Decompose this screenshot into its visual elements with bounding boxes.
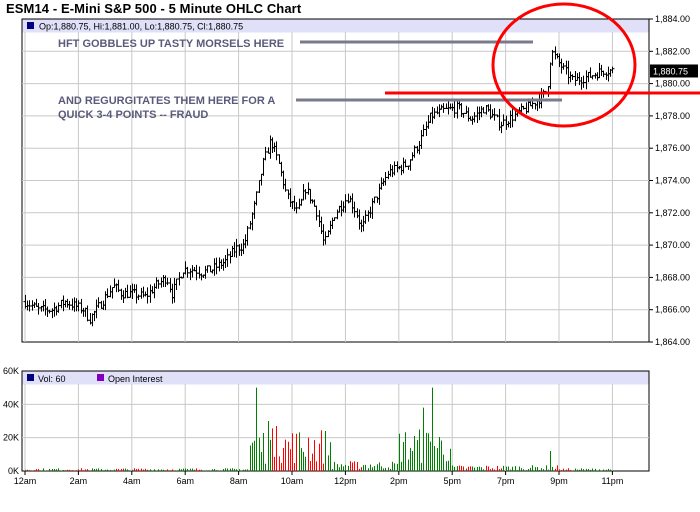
info-band — [22, 19, 649, 33]
x-tick-label: 4am — [123, 476, 141, 486]
last-price-marker: 1,880.75 — [650, 64, 698, 78]
price-grid — [22, 32, 649, 342]
x-axis: 12am 2am 4am 6am 8am 10am 12pm 2pm 5pm 7pm 9pm 11pm — [14, 471, 623, 486]
annotation-gobbles-text: HFT GOBBLES UP TASTY MORSELS HERE — [58, 38, 284, 50]
volume-y-axis: 0K 20K 40K 60K — [3, 366, 19, 476]
x-tick-label: 12am — [14, 476, 37, 486]
volume-legend-box — [27, 374, 34, 381]
info-line: Op:1,880.75, Hi:1,881.00, Lo:1,880.75, C… — [39, 22, 243, 32]
x-tick-label: 2pm — [390, 476, 408, 486]
volume-legend-label: Vol: 60 — [38, 374, 66, 384]
volume-tick-label: 40K — [3, 399, 19, 409]
open-interest-legend-box — [97, 374, 104, 381]
volume-legend-band — [22, 371, 649, 385]
red-circle — [491, 2, 637, 128]
last-price-label: 1,880.75 — [653, 66, 688, 76]
price-tick-label: 1,864.00 — [655, 337, 690, 347]
x-tick-label: 11pm — [601, 476, 623, 486]
annotation-regurgitates-line — [296, 98, 562, 102]
annotation-regurgitates-text: AND REGURGITATES THEM HERE FOR A — [58, 95, 275, 107]
annotation-hft: HFT GOBBLES UP TASTY MORSELS HERE — [58, 38, 533, 50]
volume-tick-label: 60K — [3, 366, 19, 376]
volume-panel — [21, 370, 650, 472]
price-tick-label: 1,878.00 — [655, 111, 690, 121]
chart-title: ESM14 - E-Mini S&P 500 - 5 Minute OHLC C… — [6, 1, 302, 16]
price-tick-label: 1,874.00 — [655, 176, 690, 186]
x-tick-label: 6am — [176, 476, 194, 486]
x-tick-label: 2am — [70, 476, 88, 486]
open-interest-legend-label: Open Interest — [108, 374, 163, 384]
x-tick-label: 8am — [230, 476, 248, 486]
info-marker — [27, 22, 34, 29]
x-tick-label: 9pm — [550, 476, 568, 486]
annotation-fraud-text: QUICK 3-4 POINTS -- FRAUD — [58, 109, 208, 121]
x-tick-label: 12pm — [334, 476, 357, 486]
volume-bars — [25, 387, 613, 471]
price-tick-label: 1,868.00 — [655, 272, 690, 282]
volume-tick-label: 0K — [8, 466, 19, 476]
annotation-gobbles-line — [300, 40, 533, 44]
volume-grid — [22, 384, 649, 471]
price-tick-label: 1,884.00 — [655, 14, 690, 24]
price-bars — [23, 46, 615, 327]
price-tick-label: 1,866.00 — [655, 305, 690, 315]
price-y-axis: 1,864.00 1,866.00 1,868.00 1,870.00 1,872.00… — [649, 14, 690, 347]
price-tick-label: 1,880.00 — [655, 79, 690, 89]
price-tick-label: 1,872.00 — [655, 208, 690, 218]
price-tick-label: 1,876.00 — [655, 143, 690, 153]
x-tick-label: 10am — [281, 476, 304, 486]
annotation-fraud: AND REGURGITATES THEM HERE FOR A QUICK 3… — [58, 95, 562, 121]
x-tick-label: 5pm — [443, 476, 461, 486]
price-tick-label: 1,882.00 — [655, 46, 690, 56]
volume-tick-label: 20K — [3, 433, 19, 443]
x-tick-label: 7pm — [497, 476, 515, 486]
price-tick-label: 1,870.00 — [655, 240, 690, 250]
